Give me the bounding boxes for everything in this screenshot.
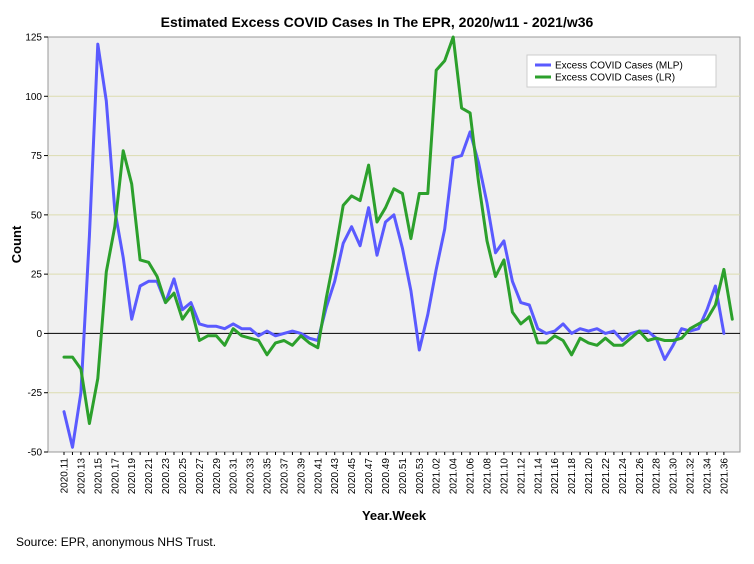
x-tick-label: 2021.02	[432, 458, 443, 495]
x-tick-label: 2021.26	[635, 458, 646, 495]
plot-area	[47, 36, 741, 453]
x-tick-label: 2021.34	[703, 458, 714, 495]
x-tick-label: 2021.22	[601, 458, 612, 495]
x-tick-label: 2020.29	[212, 458, 223, 495]
x-tick-label: 2021.18	[567, 458, 578, 495]
y-tick-label: 0	[36, 329, 42, 340]
series-line-mlp	[62, 42, 726, 449]
x-tick-label: 2021.12	[516, 458, 527, 495]
x-tick-label: 2021.32	[686, 458, 697, 495]
x-tick-label: 2020.17	[110, 458, 121, 495]
x-tick-label: 2021.28	[652, 458, 663, 495]
x-tick-label: 2021.30	[669, 458, 680, 495]
x-tick-label: 2020.21	[144, 458, 155, 495]
legend-box	[526, 54, 717, 88]
y-axis-ticks: -50 -25 0 25 50 75 100 125	[25, 33, 48, 459]
legend-label: Excess COVID Cases (LR)	[555, 73, 675, 84]
x-tick-label: 2020.27	[195, 458, 206, 495]
x-tick-label: 2020.37	[280, 458, 291, 495]
x-tick-label: 2020.35	[263, 458, 274, 495]
legend: Excess COVID Cases (MLP)Excess COVID Cas…	[526, 54, 717, 88]
x-tick-label: 2021.08	[483, 458, 494, 495]
x-tick-label: 2021.20	[584, 458, 595, 495]
x-tick-label: 2020.53	[415, 458, 426, 495]
x-tick-label: 2020.25	[178, 458, 189, 495]
x-tick-label: 2020.33	[246, 458, 257, 495]
x-tick-label: 2020.15	[93, 458, 104, 495]
x-tick-label: 2021.14	[533, 458, 544, 495]
y-tick-label: 25	[31, 270, 43, 281]
x-tick-label: 2021.04	[449, 458, 460, 495]
x-tick-label: 2020.31	[229, 458, 240, 495]
y-tick-label: -25	[28, 388, 43, 399]
x-tick-label: 2020.23	[161, 458, 172, 495]
x-tick-label: 2021.10	[499, 458, 510, 495]
x-tick-label: 2020.47	[364, 458, 375, 495]
y-tick-label: 50	[31, 210, 43, 221]
x-tick-label: 2020.43	[330, 458, 341, 495]
y-tick-label: 75	[31, 151, 43, 162]
x-tick-label: 2020.11	[60, 458, 71, 494]
x-tick-label: 2021.06	[466, 458, 477, 495]
x-tick-label: 2020.39	[296, 458, 307, 495]
series-line-lr	[62, 35, 734, 425]
chart-title: Estimated Excess COVID Cases In The EPR,…	[161, 14, 594, 30]
legend-label: Excess COVID Cases (MLP)	[555, 61, 683, 72]
y-tick-label: 125	[25, 33, 42, 44]
x-tick-label: 2021.36	[719, 458, 730, 495]
series-lines	[62, 35, 734, 449]
y-axis-label: Count	[9, 225, 24, 263]
x-tick-label: 2021.16	[550, 458, 561, 495]
y-tick-label: -50	[28, 448, 43, 459]
y-tick-label: 100	[25, 92, 42, 103]
x-tick-label: 2021.24	[618, 458, 629, 495]
x-axis-ticks: 2020.11 2020.13 2020.15 2020.17 2020.19 2020.…	[60, 452, 730, 495]
x-tick-label: 2020.13	[76, 458, 87, 495]
x-tick-label: 2020.51	[398, 458, 409, 495]
x-tick-label: 2020.41	[313, 458, 324, 495]
x-tick-label: 2020.19	[127, 458, 138, 495]
x-axis-label: Year.Week	[362, 508, 427, 523]
x-tick-label: 2020.45	[347, 458, 358, 495]
x-tick-label: 2020.49	[381, 458, 392, 495]
source-note: Source: EPR, anonymous NHS Trust.	[16, 535, 216, 549]
